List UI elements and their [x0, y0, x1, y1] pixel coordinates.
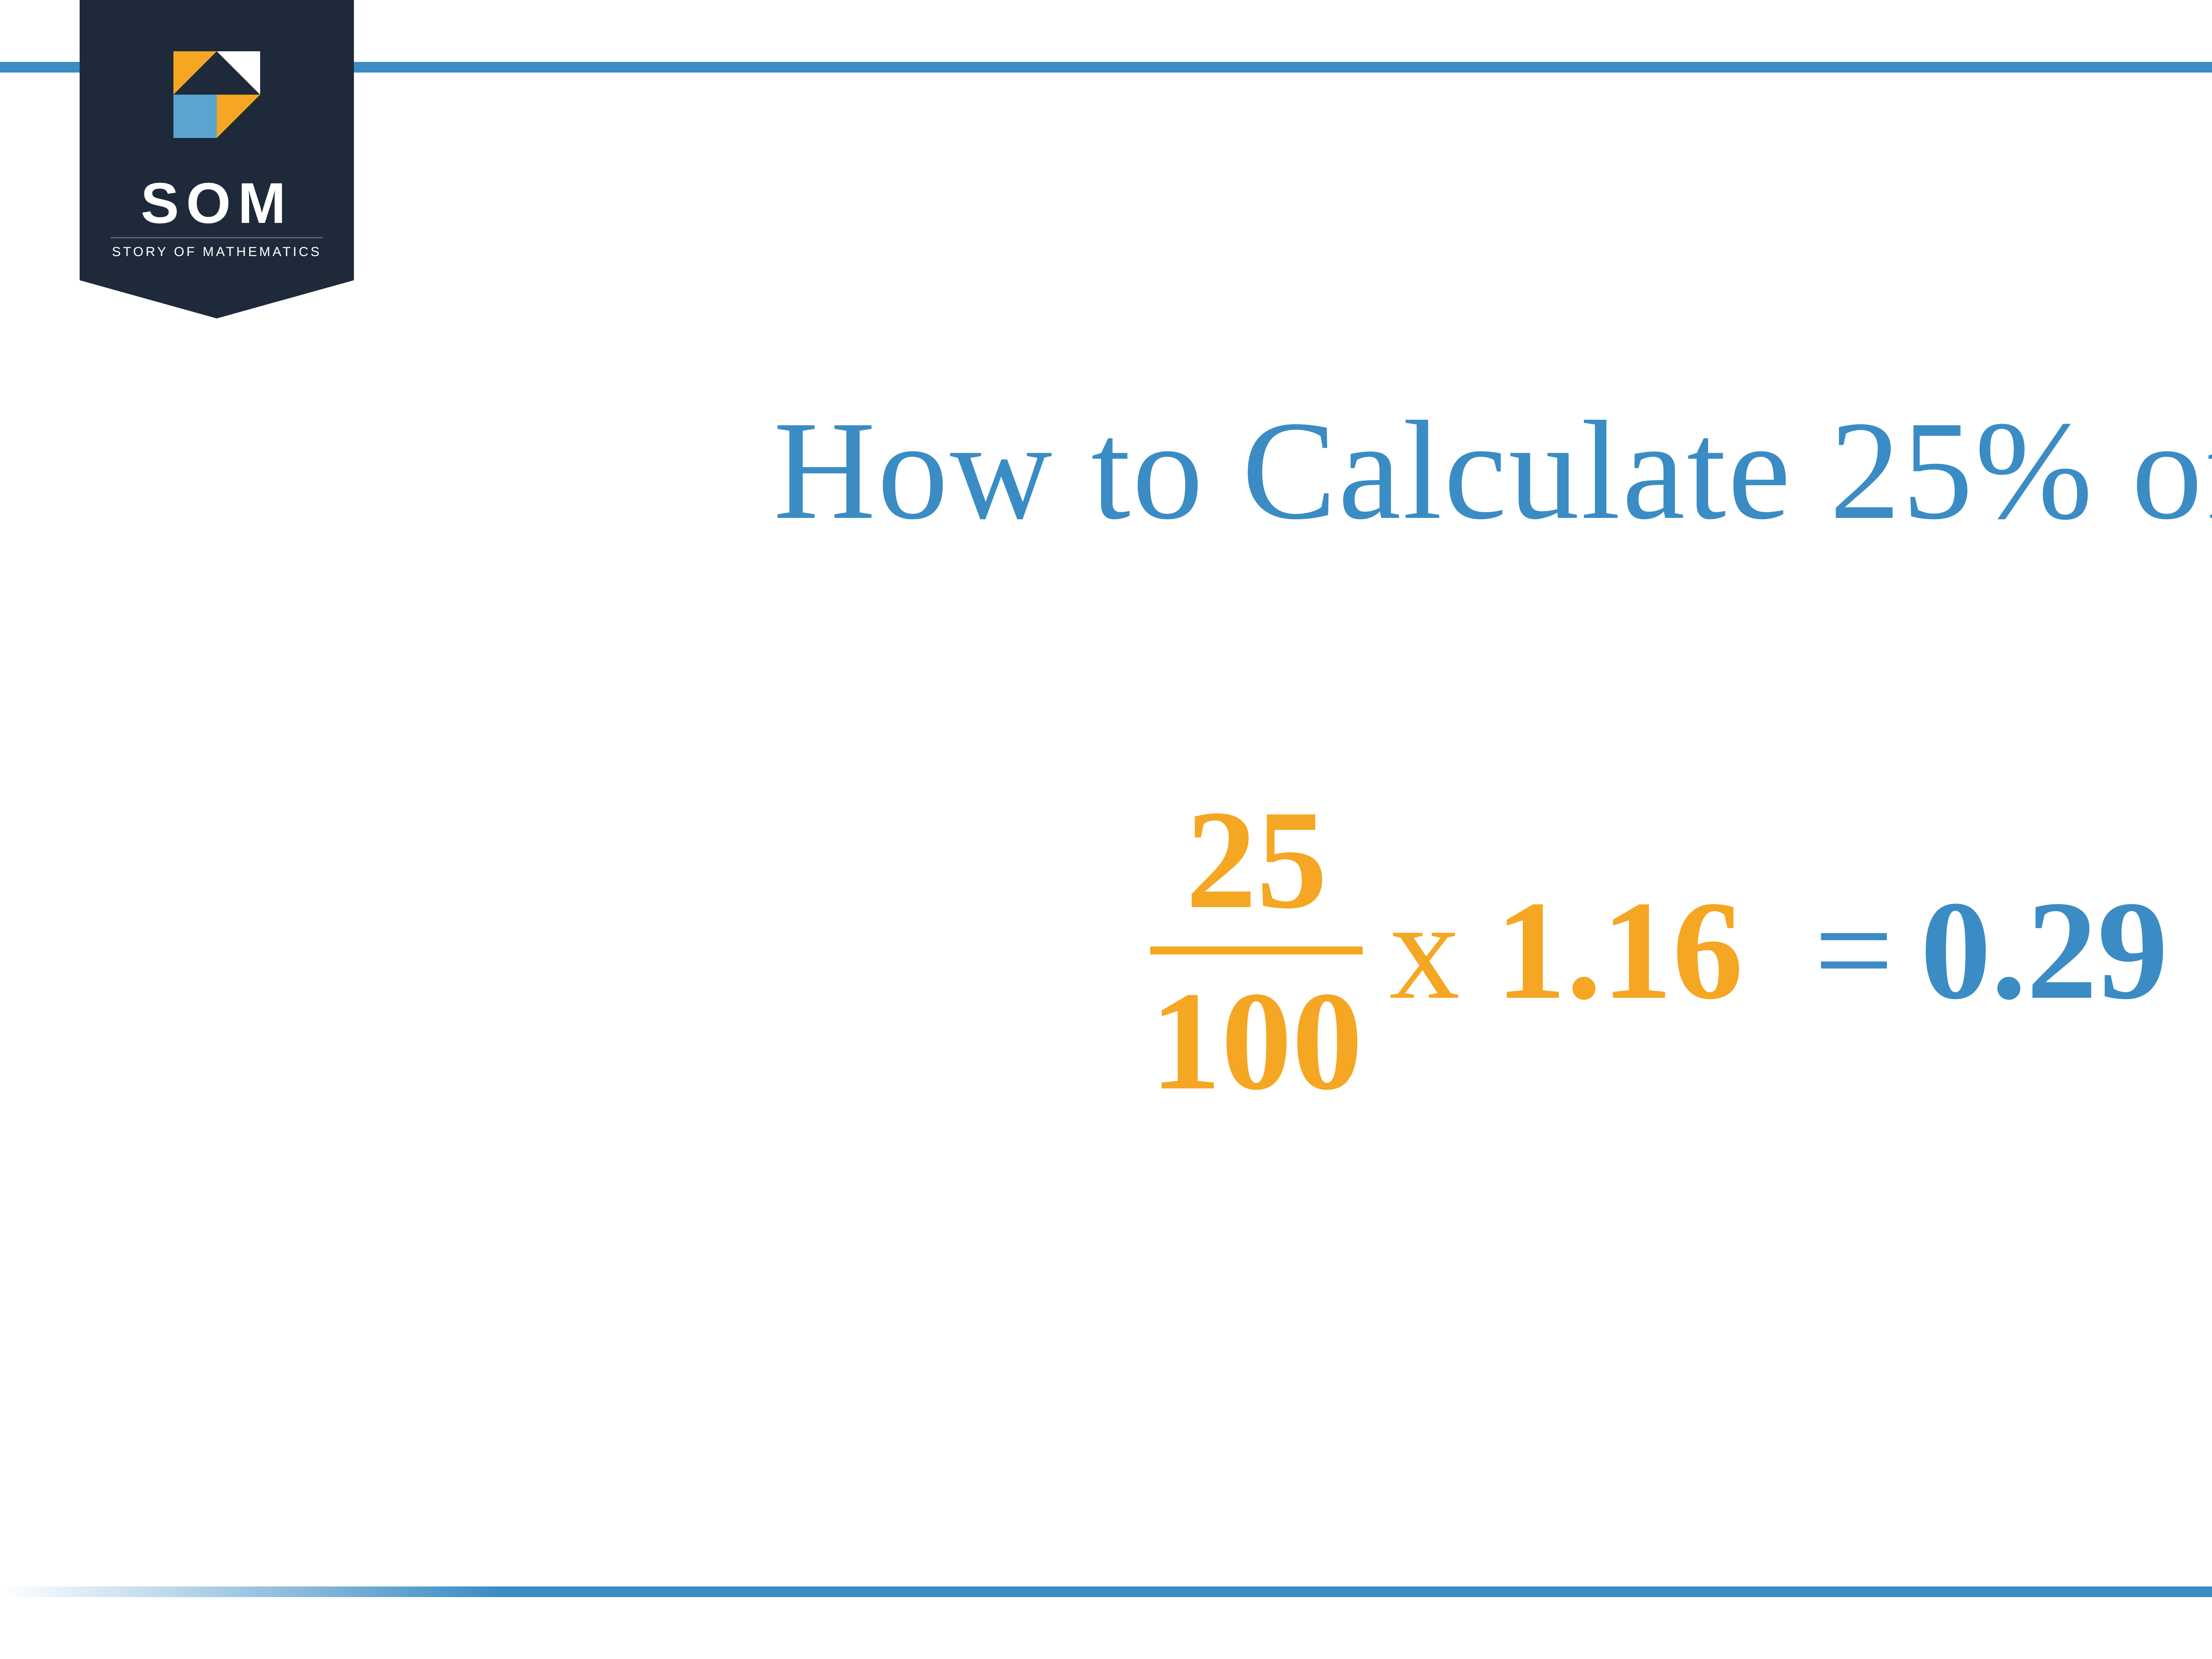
fraction: 25 100 [1150, 782, 1363, 1119]
multiply-sign: x [1389, 869, 1460, 1032]
logo-subtext: STORY OF MATHEMATICS [111, 237, 323, 260]
numerator: 25 [1186, 782, 1327, 938]
multiplicand: 1.16 [1495, 869, 1743, 1032]
logo-text: SOM [141, 174, 293, 232]
page-title: How to Calculate 25% of 1.16 [0, 389, 2212, 552]
main-content: How to Calculate 25% of 1.16 25 100 x 1.… [0, 389, 2212, 1119]
logo-icon [155, 33, 279, 157]
bottom-gradient-border [0, 1586, 2212, 1597]
denominator: 100 [1150, 963, 1363, 1119]
result: 0.29 [1920, 869, 2168, 1032]
equals-sign: = [1814, 869, 1893, 1032]
equation: 25 100 x 1.16 = 0.29 [0, 782, 2212, 1119]
logo-badge: SOM STORY OF MATHEMATICS [80, 0, 354, 318]
fraction-line [1150, 946, 1363, 954]
